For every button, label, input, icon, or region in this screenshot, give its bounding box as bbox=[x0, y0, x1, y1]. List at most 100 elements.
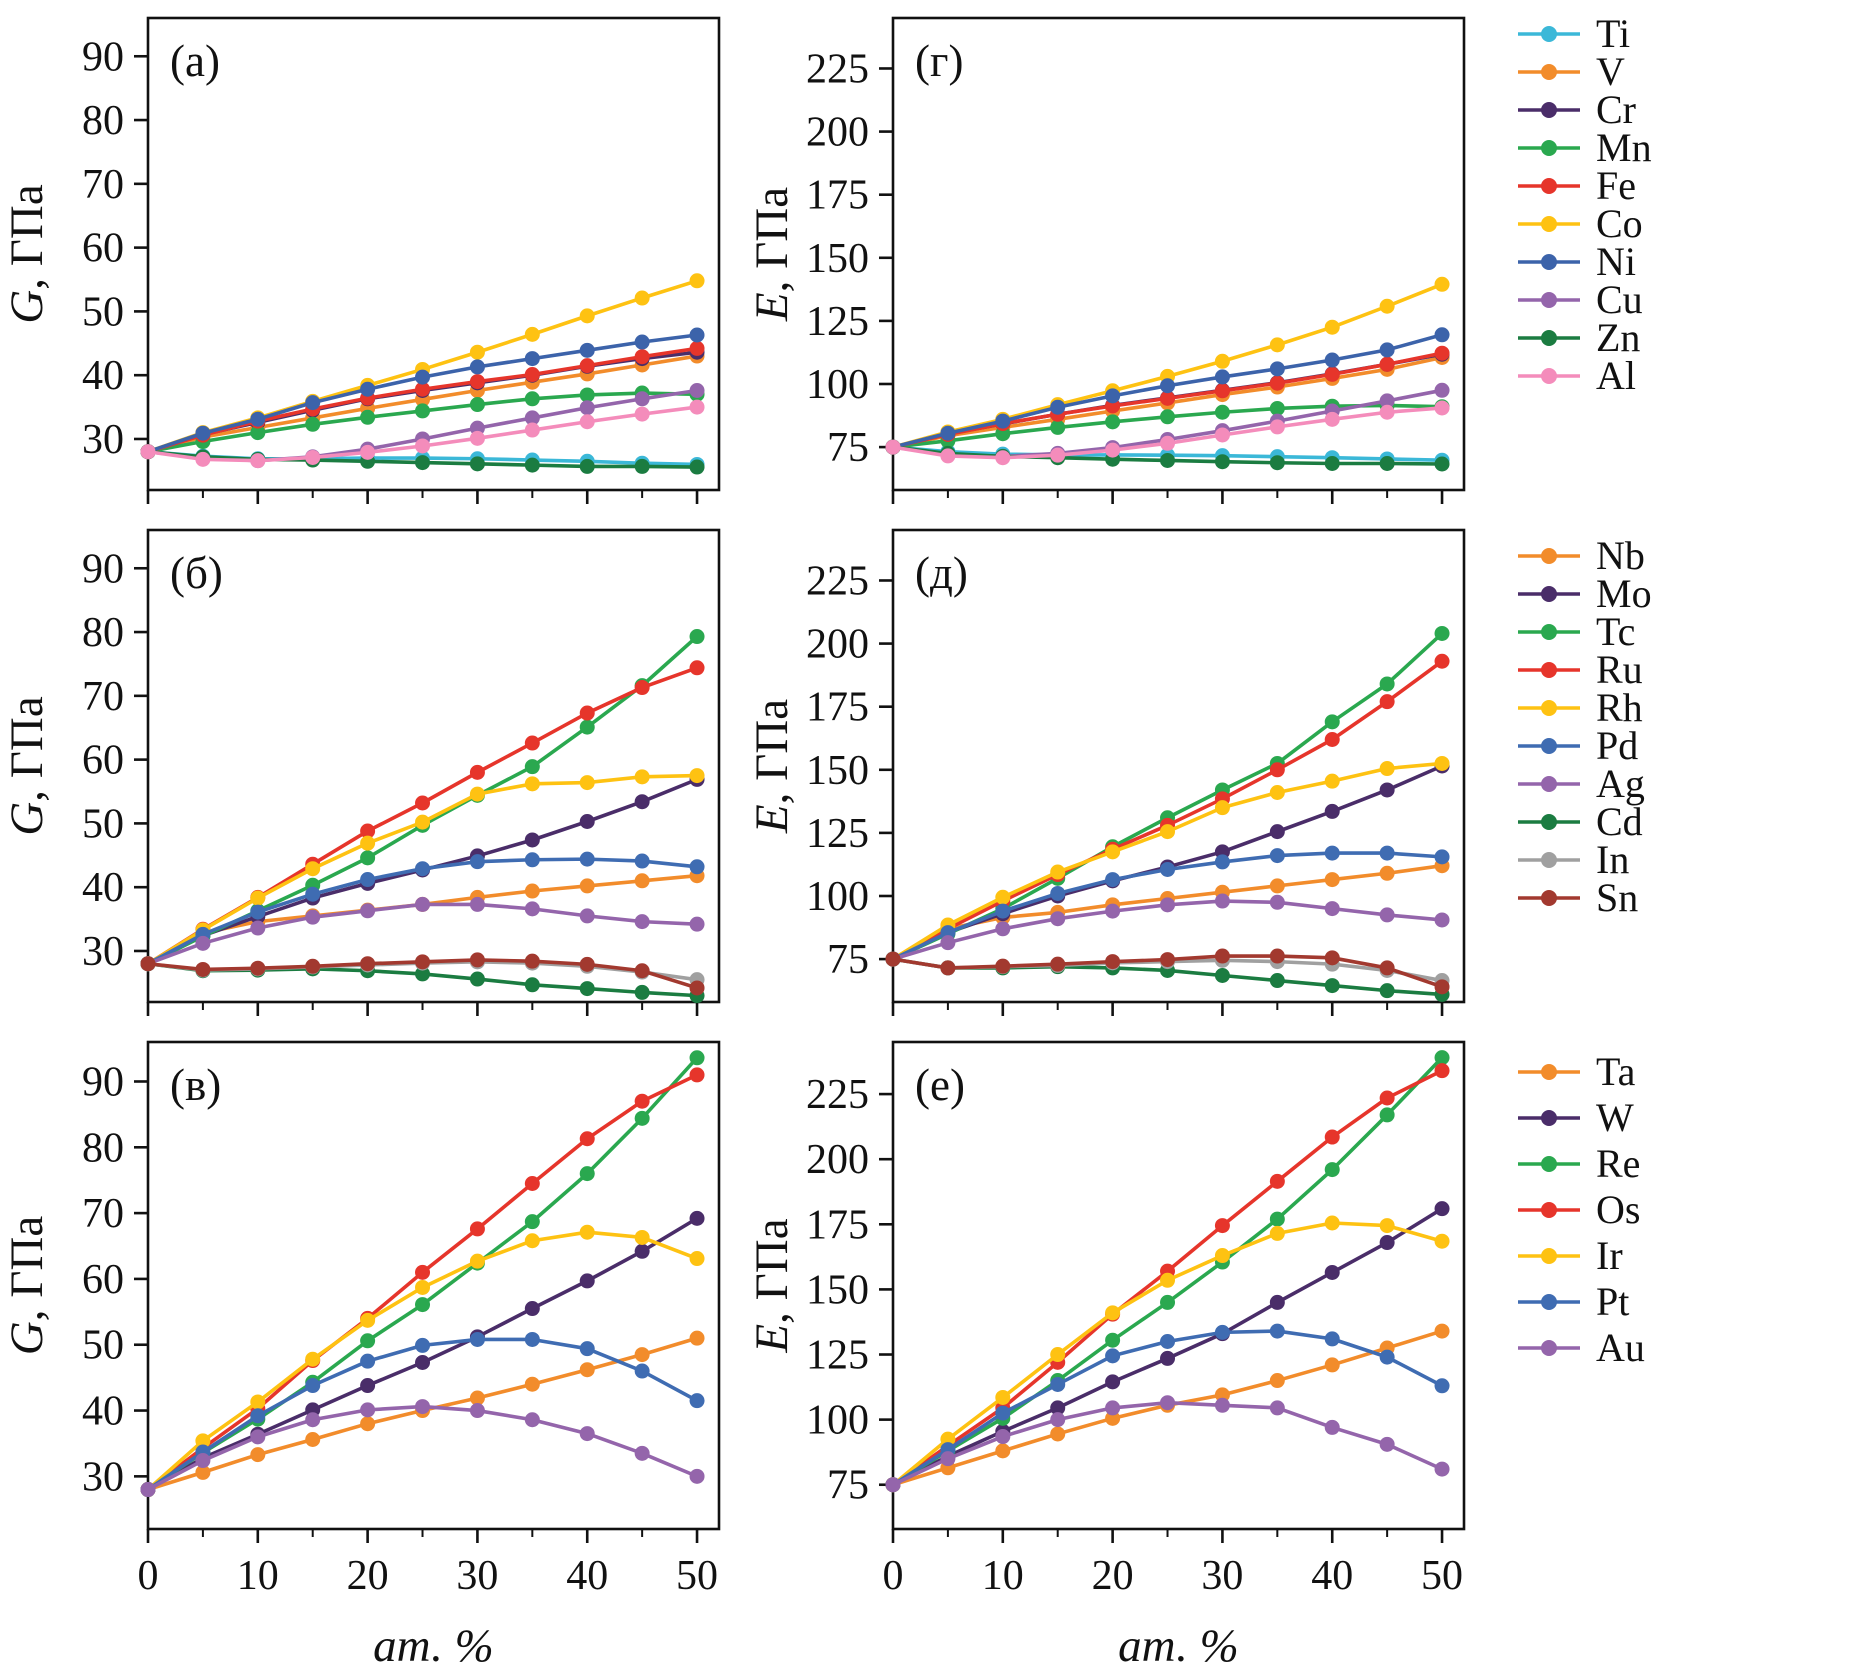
y-axis-title: E, ГПа bbox=[746, 1218, 798, 1353]
legend-3d-metals: Ti V Cr Mn Fe Co Ni Cu Zn Al bbox=[1490, 0, 1871, 512]
legend-item-Os: Os bbox=[1516, 1186, 1871, 1232]
series-Sn bbox=[140, 952, 705, 996]
y-tick-label: 175 bbox=[806, 1202, 869, 1248]
legend-item-Rh: Rh bbox=[1516, 687, 1871, 727]
legend-marker-icon bbox=[1518, 1109, 1580, 1126]
panel-letter: (е) bbox=[915, 1060, 965, 1110]
legend-label: Mo bbox=[1596, 570, 1652, 616]
panel-g: 75 100 125 150 175 200 225 E, ГПа (г) bbox=[745, 0, 1490, 512]
chart-shear-modulus-3d-metals: 30 40 50 60 70 80 90 G, ГПа (а) bbox=[1, 16, 721, 504]
series-Ni bbox=[885, 327, 1450, 455]
legend-marker-icon bbox=[1518, 889, 1580, 906]
y-tick-label: 100 bbox=[806, 362, 869, 408]
legend-label: Os bbox=[1596, 1186, 1641, 1232]
y-tick-label: 30 bbox=[82, 417, 124, 463]
legend-item-Cr: Cr bbox=[1516, 89, 1871, 129]
legend-label: Ti bbox=[1596, 10, 1631, 56]
plot-frame bbox=[146, 16, 721, 492]
legend-label: Co bbox=[1596, 200, 1643, 246]
legend-marker-icon bbox=[1518, 329, 1580, 346]
legend-label: Ta bbox=[1596, 1048, 1636, 1094]
legend-marker-icon bbox=[1518, 1247, 1580, 1264]
legend-marker-icon bbox=[1518, 737, 1580, 754]
x-tick-label: 0 bbox=[138, 1553, 159, 1599]
legend-marker-icon bbox=[1518, 699, 1580, 716]
y-tick-label: 100 bbox=[806, 874, 869, 920]
legend-item-Cu: Cu bbox=[1516, 276, 1871, 322]
chart-young-modulus-5d-metals: 75 100 125 150 175 200 225 0 10 20 30 40 50 E, ГПа ат.… bbox=[746, 1040, 1466, 1672]
series-Au bbox=[885, 1395, 1450, 1493]
y-tick-label: 50 bbox=[82, 801, 124, 847]
legend-item-Re: Re bbox=[1516, 1143, 1871, 1183]
legend-label: In bbox=[1596, 836, 1630, 882]
legend-item-Ru: Ru bbox=[1516, 649, 1871, 689]
legend-item-Mn: Mn bbox=[1516, 127, 1871, 167]
legend-item-Pd: Pd bbox=[1516, 725, 1871, 765]
y-tick-label: 40 bbox=[82, 865, 124, 911]
legend-item-Ti: Ti bbox=[1516, 10, 1871, 56]
panel-letter: (г) bbox=[915, 36, 963, 86]
series-Au bbox=[140, 1399, 705, 1498]
legend-marker-icon bbox=[1518, 139, 1580, 156]
y-tick-label: 90 bbox=[82, 546, 124, 592]
legend-marker-icon bbox=[1518, 1155, 1580, 1172]
legend-label: Ag bbox=[1596, 760, 1645, 806]
legend-marker-icon bbox=[1518, 547, 1580, 564]
y-tick-label: 150 bbox=[806, 1267, 869, 1313]
chart-young-modulus-4d-metals: 75 100 125 150 175 200 225 E, ГПа (д) bbox=[746, 528, 1466, 1016]
legend-item-Ag: Ag bbox=[1516, 760, 1871, 806]
series-Al bbox=[140, 399, 705, 469]
y-tick-label: 200 bbox=[806, 110, 869, 156]
legend-marker-icon bbox=[1518, 367, 1580, 384]
legend-label: W bbox=[1596, 1094, 1634, 1140]
plot-frame bbox=[891, 16, 1466, 492]
series-Pt bbox=[140, 1331, 705, 1498]
y-tick-label: 175 bbox=[806, 685, 869, 731]
y-tick-label: 225 bbox=[806, 46, 869, 92]
panel-d: 75 100 125 150 175 200 225 E, ГПа (д) bbox=[745, 512, 1490, 1024]
y-tick-label: 80 bbox=[82, 98, 124, 144]
legend-marker-icon bbox=[1518, 253, 1580, 270]
y-tick-label: 60 bbox=[82, 226, 124, 272]
legend-label: Ir bbox=[1596, 1232, 1623, 1278]
panel-letter: (д) bbox=[915, 548, 968, 598]
y-tick-label: 50 bbox=[82, 289, 124, 335]
y-tick-label: 225 bbox=[806, 1072, 869, 1118]
y-tick-label: 175 bbox=[806, 173, 869, 219]
chart-young-modulus-3d-metals: 75 100 125 150 175 200 225 E, ГПа (г) bbox=[746, 16, 1466, 504]
legend-item-Ni: Ni bbox=[1516, 238, 1871, 284]
series-Ni bbox=[140, 327, 705, 460]
legend-marker-icon bbox=[1518, 177, 1580, 194]
y-tick-label: 70 bbox=[82, 1191, 124, 1237]
y-tick-label: 50 bbox=[82, 1323, 124, 1369]
y-tick-label: 80 bbox=[82, 610, 124, 656]
series-Sn bbox=[885, 948, 1450, 995]
y-tick-label: 200 bbox=[806, 1137, 869, 1183]
legend-label: Au bbox=[1596, 1324, 1645, 1370]
legend-label: Al bbox=[1596, 352, 1636, 398]
y-tick-label: 90 bbox=[82, 1059, 124, 1105]
legend-label: Ni bbox=[1596, 238, 1636, 284]
y-tick-label: 30 bbox=[82, 929, 124, 975]
legend-marker-icon bbox=[1518, 1293, 1580, 1310]
legend-marker-icon bbox=[1518, 215, 1580, 232]
x-tick-label: 0 bbox=[883, 1553, 904, 1599]
plot-frame bbox=[891, 1040, 1466, 1531]
legend-item-Sn: Sn bbox=[1516, 877, 1871, 917]
y-tick-label: 125 bbox=[806, 811, 869, 857]
legend-marker-icon bbox=[1518, 813, 1580, 830]
legend-item-Cd: Cd bbox=[1516, 801, 1871, 841]
y-axis-title: G, ГПа bbox=[1, 1216, 53, 1356]
x-tick-label: 40 bbox=[566, 1553, 608, 1599]
legend-item-W: W bbox=[1516, 1094, 1871, 1140]
y-tick-label: 75 bbox=[827, 937, 869, 983]
y-tick-label: 60 bbox=[82, 738, 124, 784]
legend-item-Zn: Zn bbox=[1516, 317, 1871, 357]
legend-label: Cu bbox=[1596, 276, 1643, 322]
y-tick-label: 150 bbox=[806, 748, 869, 794]
legend-marker-icon bbox=[1518, 661, 1580, 678]
legend-marker-icon bbox=[1518, 623, 1580, 640]
x-tick-label: 10 bbox=[237, 1553, 279, 1599]
series-Al bbox=[885, 400, 1450, 466]
